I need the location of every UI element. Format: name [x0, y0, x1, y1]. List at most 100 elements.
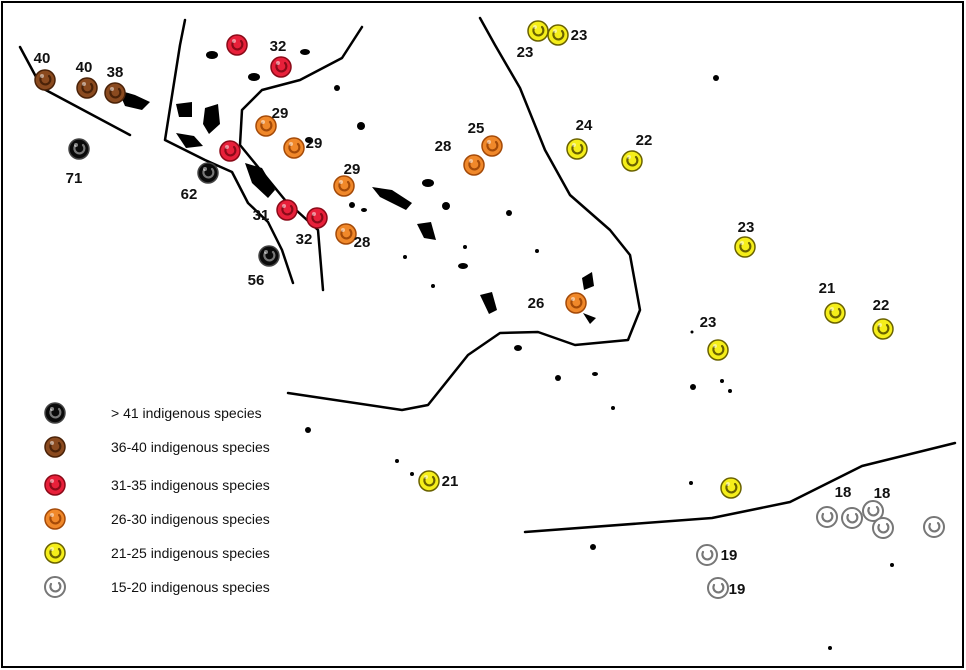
island	[248, 73, 260, 81]
island	[305, 137, 313, 143]
site-species-count: 23	[571, 27, 588, 44]
site-marker	[720, 477, 742, 499]
island	[458, 263, 468, 269]
island	[828, 646, 832, 650]
island	[349, 202, 355, 208]
island	[245, 163, 275, 198]
site-marker	[565, 292, 587, 314]
site-species-count: 40	[34, 50, 51, 67]
site-species-count: 18	[874, 485, 891, 502]
site-marker	[734, 236, 756, 258]
legend-label-21-25: 21-25 indigenous species	[111, 545, 270, 561]
site-marker	[276, 199, 298, 221]
site-marker	[104, 82, 126, 104]
site-species-count: 21	[819, 280, 836, 297]
site-species-count: 29	[344, 161, 361, 178]
island	[592, 372, 598, 376]
site-marker	[872, 318, 894, 340]
island	[334, 85, 340, 91]
site-marker	[696, 544, 718, 566]
site-species-count: 25	[468, 120, 485, 137]
site-marker	[333, 175, 355, 197]
site-marker	[566, 138, 588, 160]
island	[890, 563, 894, 567]
legend-label-15-20: 15-20 indigenous species	[111, 579, 270, 595]
site-marker	[335, 223, 357, 245]
site-species-count: 23	[738, 219, 755, 236]
site-marker	[219, 140, 241, 162]
site-marker	[258, 245, 280, 267]
site-species-count: 19	[729, 581, 746, 598]
island	[713, 75, 719, 81]
site-species-count: 56	[248, 272, 265, 289]
legend-marker-gt41	[44, 402, 66, 424]
site-species-count: 22	[636, 132, 653, 149]
boundary-line-south	[286, 16, 642, 412]
site-marker	[481, 135, 503, 157]
site-marker	[816, 506, 838, 528]
island	[417, 222, 436, 240]
site-marker	[547, 24, 569, 46]
site-species-count: 28	[435, 138, 452, 155]
island	[305, 427, 311, 433]
legend-label-26-30: 26-30 indigenous species	[111, 511, 270, 527]
island-shapes	[118, 49, 894, 650]
island	[690, 384, 696, 390]
site-marker	[306, 207, 328, 229]
site-species-count: 71	[66, 170, 83, 187]
site-species-count: 32	[270, 38, 287, 55]
site-marker	[226, 34, 248, 56]
site-species-count: 26	[528, 295, 545, 312]
site-marker	[76, 77, 98, 99]
site-marker	[34, 69, 56, 91]
island	[480, 292, 497, 314]
island	[583, 313, 596, 324]
island	[203, 104, 220, 134]
island	[442, 202, 450, 210]
island	[357, 122, 365, 130]
island	[118, 90, 150, 110]
island	[300, 49, 310, 55]
legend-marker-21-25	[44, 542, 66, 564]
island	[611, 406, 615, 410]
site-species-count: 19	[721, 547, 738, 564]
island	[535, 249, 539, 253]
island	[372, 187, 412, 210]
site-species-count: 24	[576, 117, 593, 134]
site-marker	[707, 577, 729, 599]
site-marker	[270, 56, 292, 78]
boundary-line-southeast	[523, 441, 957, 534]
island	[463, 245, 467, 249]
legend-marker-15-20	[44, 576, 66, 598]
site-species-count: 22	[873, 297, 890, 314]
island	[431, 284, 435, 288]
site-marker	[707, 339, 729, 361]
site-species-count: 29	[306, 135, 323, 152]
survey-sites: 40 40 38 71 32 29 29 62 29 31 32 28 56 25 28 26 23 23 24 22…	[34, 20, 945, 599]
site-marker	[197, 162, 219, 184]
site-species-count: 38	[107, 64, 124, 81]
island	[422, 179, 434, 187]
boundary-line-central-west	[163, 18, 295, 285]
site-marker	[68, 138, 90, 160]
island	[555, 375, 561, 381]
legend-label-36-40: 36-40 indigenous species	[111, 439, 270, 455]
legend-marker-26-30	[44, 508, 66, 530]
site-species-count: 32	[296, 231, 313, 248]
legend-marker-36-40	[44, 436, 66, 458]
site-species-count: 21	[442, 473, 459, 490]
legend: > 41 indigenous species 36-40 indigenous …	[44, 402, 270, 598]
island	[361, 208, 367, 212]
island	[395, 459, 399, 463]
island	[582, 272, 594, 290]
island	[206, 51, 218, 59]
island	[176, 102, 192, 117]
island	[728, 389, 732, 393]
island	[689, 481, 693, 485]
site-marker	[841, 507, 863, 529]
site-marker	[923, 516, 945, 538]
site-species-count: 18	[835, 484, 852, 501]
legend-label-gt41: > 41 indigenous species	[111, 405, 262, 421]
